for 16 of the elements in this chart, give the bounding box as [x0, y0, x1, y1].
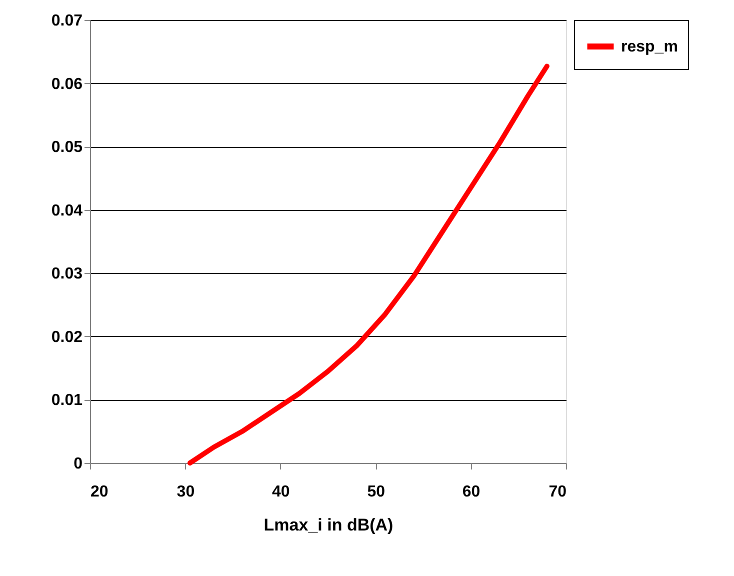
x-tick-label: 40 — [272, 484, 290, 500]
x-tick-label: 70 — [548, 484, 567, 500]
y-tick-label: 0.02 — [51, 328, 83, 346]
y-tick-label: 0.04 — [51, 202, 83, 220]
y-tick-label: 0.06 — [51, 76, 83, 93]
y-tick-label: 0.03 — [51, 266, 83, 283]
legend-label: resp_m — [621, 38, 678, 56]
y-tick-label: 0 — [74, 456, 83, 472]
x-tick-label: 20 — [90, 484, 108, 500]
y-tick-label: 0.07 — [51, 12, 83, 30]
y-tick-label: 0.01 — [51, 392, 83, 410]
x-axis-title: Lmax_i in dB(A) — [264, 516, 394, 534]
x-tick-label: 30 — [176, 484, 195, 500]
x-tick-label: 60 — [462, 484, 480, 500]
y-tick-label: 0.05 — [51, 139, 83, 156]
x-tick-label: 50 — [367, 484, 386, 500]
